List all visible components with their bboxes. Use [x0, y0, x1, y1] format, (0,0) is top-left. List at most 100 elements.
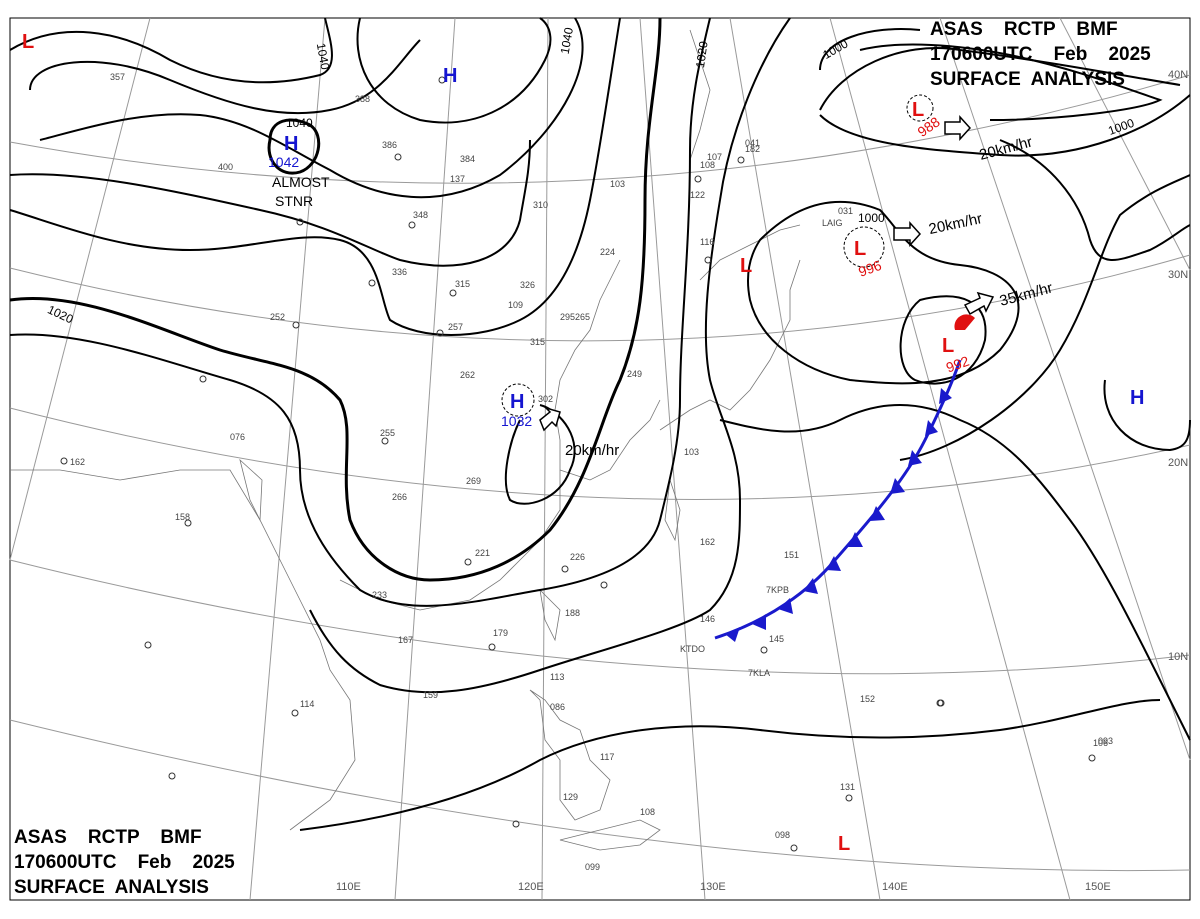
low-center-value: 996 — [856, 257, 884, 280]
station-pressure-report: 188 — [565, 608, 580, 618]
station-value: 031 — [838, 206, 853, 216]
station-pressure-report: 326 — [520, 280, 535, 290]
cold-front — [714, 314, 975, 642]
lon-label: 130E — [700, 881, 726, 893]
isobar-label: 1020 — [693, 40, 711, 69]
station-pressure-report: 107 — [707, 152, 722, 162]
station-pressure-report: 233 — [372, 590, 387, 600]
station-value: 145 — [769, 634, 784, 644]
station-pressure-report: 336 — [392, 267, 407, 277]
station-pressure-report: 108 — [640, 807, 655, 817]
high-center-marker: H — [443, 65, 457, 87]
station-pressure-report: 315 — [455, 279, 470, 289]
station-pressure-report: 159 — [423, 690, 438, 700]
map-frame — [9, 17, 1191, 901]
low-center-marker: L — [912, 99, 924, 121]
station-pressure-report: 315 — [530, 337, 545, 347]
station-pressure-report: 357 — [110, 72, 125, 82]
lat-label: 30N — [1168, 269, 1188, 281]
lon-label: 110E — [336, 881, 361, 893]
station-pressure-report: 182 — [745, 144, 760, 154]
isobars — [9, 17, 1191, 831]
station-pressure-report: 137 — [450, 174, 465, 184]
station-pressure-report: 302 — [538, 394, 553, 404]
almost-label: ALMOST — [272, 174, 330, 190]
movement-label: 20km/hr — [565, 442, 619, 459]
station-pressure-report: 266 — [392, 492, 407, 502]
station-pressure-report: 295 — [560, 312, 575, 322]
lat-label: 40N — [1168, 69, 1188, 81]
lon-label: 140E — [882, 881, 908, 893]
station-pressure-report: 152 — [860, 694, 875, 704]
station-pressure-report: 224 — [600, 247, 615, 257]
station-pressure-report: 162 — [70, 457, 85, 467]
station-pressure-report: 388 — [355, 94, 370, 104]
high-center-marker: H — [1130, 387, 1144, 409]
station-value: 151 — [784, 550, 799, 560]
station-labels: KTDO 146 7KPB 151 7KLA 145 LAIG 031 — [680, 206, 853, 678]
high-center-marker: H — [284, 133, 298, 155]
movement-arrows — [539, 115, 995, 432]
station-name: 7KLA — [748, 668, 770, 678]
low-center-marker: L — [854, 238, 866, 260]
station-pressure-report: 257 — [448, 322, 463, 332]
center-circles — [501, 94, 934, 417]
station-pressure-report: 179 — [493, 628, 508, 638]
isobar-label: 1040 — [558, 26, 576, 55]
station-pressure-report: 099 — [585, 862, 600, 872]
low-center-value: 992 — [944, 352, 972, 375]
station-pressure-report: 109 — [508, 300, 523, 310]
station-pressure-report: 400 — [218, 162, 233, 172]
station-pressure-report: 221 — [475, 548, 490, 558]
low-center-marker: L — [838, 833, 850, 855]
header-top-line3: SURFACE ANALYSIS — [930, 69, 1125, 90]
high-center-value: 1042 — [268, 154, 299, 170]
station-pressure-report: 162 — [700, 537, 715, 547]
header-bottom-line2: 170600UTC Feb 2025 — [14, 852, 235, 873]
low-center-marker: L — [22, 31, 34, 53]
station-name: KTDO — [680, 644, 705, 654]
station-pressure-report: 158 — [175, 512, 190, 522]
station-name: 7KPB — [766, 585, 789, 595]
station-report-layer: 357 388 400 348 386 336 384 310 315 326 252 257 262 3… — [70, 72, 1113, 872]
header-top-line1: ASAS RCTP BMF — [930, 19, 1118, 40]
station-pressure-report: 116 — [700, 237, 714, 247]
pressure-centers: H 1042 ALMOST STNR H H 1032 H L 988 L 99… — [22, 31, 1144, 855]
header-bottom-line1: ASAS RCTP BMF — [14, 827, 202, 848]
header-top: ASAS RCTP BMF 170600UTC Feb 2025 SURFACE… — [930, 19, 1151, 90]
station-pressure-report: 041 — [745, 138, 760, 148]
header-bottom: ASAS RCTP BMF 170600UTC Feb 2025 SURFACE… — [14, 827, 235, 898]
station-pressure-report: 252 — [270, 312, 285, 322]
header-bottom-line3: SURFACE ANALYSIS — [14, 877, 209, 898]
lon-label: 120E — [518, 881, 544, 893]
stnr-label: STNR — [275, 193, 313, 209]
station-pressure-report: 093 — [1098, 736, 1113, 746]
isobar-label: 1040 — [314, 42, 332, 71]
station-pressure-report: 117 — [600, 752, 614, 762]
station-pressure-report: 103 — [610, 179, 625, 189]
station-value: 146 — [700, 614, 715, 624]
station-pressure-report: 086 — [550, 702, 565, 712]
coastline — [10, 29, 801, 851]
station-pressure-report: 131 — [840, 782, 855, 792]
high-center-marker: H — [510, 391, 524, 413]
station-pressure-report: 103 — [684, 447, 699, 457]
station-pressure-report: 106 — [1093, 738, 1108, 748]
graticule-labels: 110E 120E 130E 140E 150E 40N 30N 20N 10N — [336, 69, 1188, 893]
station-pressure-report: 129 — [563, 792, 578, 802]
station-pressure-report: 255 — [380, 428, 395, 438]
station-pressure-report: 384 — [460, 154, 475, 164]
high-center-value: 1032 — [501, 413, 532, 429]
station-pressure-report: 386 — [382, 140, 397, 150]
station-pressure-report: 122 — [690, 190, 705, 200]
lat-label: 10N — [1168, 651, 1188, 663]
station-pressure-report: 310 — [533, 200, 548, 210]
station-pressure-report: 249 — [627, 369, 642, 379]
isobar-label: 1040 — [286, 116, 313, 130]
station-pressure-report: 113 — [550, 672, 564, 682]
station-pressure-report: 265 — [575, 312, 590, 322]
low-center-marker: L — [740, 255, 752, 277]
station-pressure-report: 114 — [300, 699, 314, 709]
station-pressure-report: 108 — [700, 160, 715, 170]
